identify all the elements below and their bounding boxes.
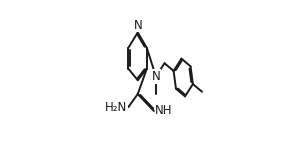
Text: N: N — [152, 70, 160, 83]
Text: N: N — [133, 18, 142, 31]
Text: H₂N: H₂N — [105, 101, 128, 114]
Text: NH: NH — [155, 104, 172, 117]
